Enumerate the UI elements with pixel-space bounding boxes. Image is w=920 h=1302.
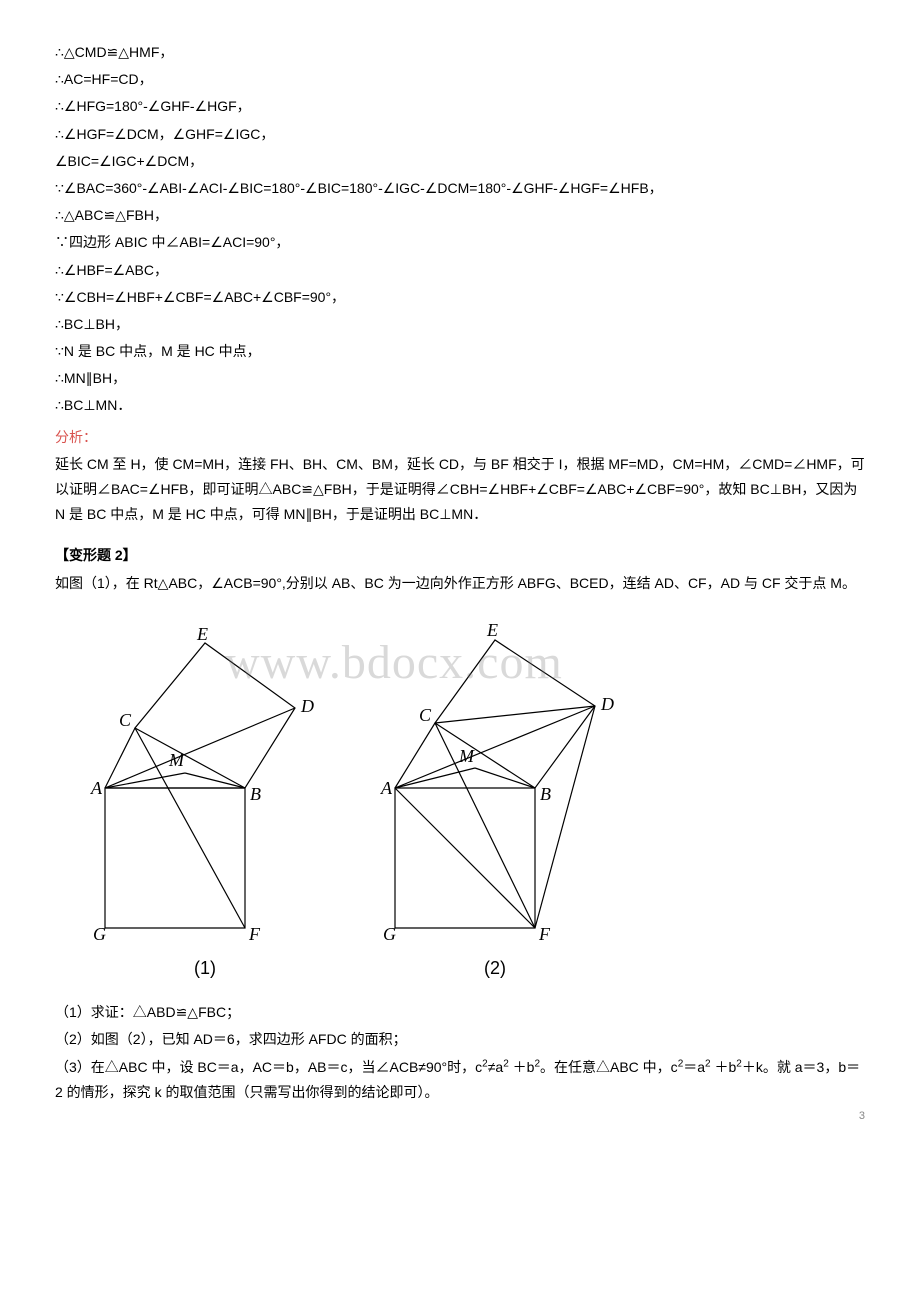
analysis-title: 分析：	[55, 425, 865, 450]
label-M: M	[168, 750, 185, 770]
figure-1-caption: (1)	[85, 952, 325, 984]
figure-2-caption: (2)	[365, 952, 625, 984]
figure-1-svg: A B C D E F G M	[85, 608, 325, 948]
label-M: M	[458, 746, 475, 766]
q3-text: ＋b	[509, 1059, 535, 1075]
figures-container: www.bdocx.com A B C D E F G M	[85, 608, 865, 984]
figure-1: A B C D E F G M (1)	[85, 608, 325, 984]
proof-line: ∵∠BAC=360°-∠ABI-∠ACI-∠BIC=180°-∠BIC=180°…	[55, 176, 865, 201]
q3-text: ＝a	[683, 1059, 705, 1075]
proof-line: ∴∠HFG=180°-∠GHF-∠HGF，	[55, 94, 865, 119]
label-C: C	[419, 705, 432, 725]
q3-text: ＋b	[711, 1059, 737, 1075]
label-G: G	[93, 924, 106, 944]
proof-block: ∴△CMD≌△HMF， ∴AC=HF=CD， ∴∠HFG=180°-∠GHF-∠…	[55, 40, 865, 419]
variant-intro: 如图（1），在 Rt△ABC，∠ACB=90°,分别以 AB、BC 为一边向外作…	[55, 571, 865, 596]
proof-line: ∴AC=HF=CD，	[55, 67, 865, 92]
variant-title: 【变形题 2】	[55, 543, 865, 568]
label-G: G	[383, 924, 396, 944]
label-A: A	[90, 778, 103, 798]
question-2: （2）如图（2），已知 AD＝6，求四边形 AFDC 的面积；	[55, 1027, 865, 1052]
proof-line: ∵∠CBH=∠HBF+∠CBF=∠ABC+∠CBF=90°，	[55, 285, 865, 310]
proof-line: ∴∠HBF=∠ABC，	[55, 258, 865, 283]
figure-2: A B C D E F G M (2)	[365, 608, 625, 984]
label-D: D	[600, 694, 614, 714]
figure-2-svg: A B C D E F G M	[365, 608, 625, 948]
proof-line: ∴MN∥BH，	[55, 366, 865, 391]
proof-line: ∴△CMD≌△HMF，	[55, 40, 865, 65]
page-number: 3	[859, 1107, 865, 1127]
proof-line: ∴∠HGF=∠DCM，∠GHF=∠IGC，	[55, 122, 865, 147]
proof-line: ∵四边形 ABIC 中∠ABI=∠ACI=90°，	[55, 230, 865, 255]
label-E: E	[486, 620, 498, 640]
proof-line: ∠BIC=∠IGC+∠DCM，	[55, 149, 865, 174]
label-A: A	[380, 778, 393, 798]
analysis-text: 延长 CM 至 H，使 CM=MH，连接 FH、BH、CM、BM，延长 CD，与…	[55, 452, 865, 528]
label-C: C	[119, 710, 132, 730]
label-E: E	[196, 624, 208, 644]
q3-text: （3）在△ABC 中，设 BC＝a，AC＝b，AB＝c，当∠ACB≠90°时，c	[55, 1059, 482, 1075]
label-B: B	[540, 784, 551, 804]
q3-text: ≠a	[488, 1059, 503, 1075]
proof-line: ∴BC⊥MN．	[55, 393, 865, 418]
q3-text: 。在任意△ABC 中，c	[540, 1059, 678, 1075]
proof-line: ∴BC⊥BH，	[55, 312, 865, 337]
label-F: F	[538, 924, 551, 944]
question-3: （3）在△ABC 中，设 BC＝a，AC＝b，AB＝c，当∠ACB≠90°时，c…	[55, 1055, 865, 1105]
proof-line: ∵N 是 BC 中点，M 是 HC 中点，	[55, 339, 865, 364]
proof-line: ∴△ABC≌△FBH，	[55, 203, 865, 228]
label-F: F	[248, 924, 261, 944]
question-1: （1）求证：△ABD≌△FBC；	[55, 1000, 865, 1025]
label-B: B	[250, 784, 261, 804]
label-D: D	[300, 696, 314, 716]
